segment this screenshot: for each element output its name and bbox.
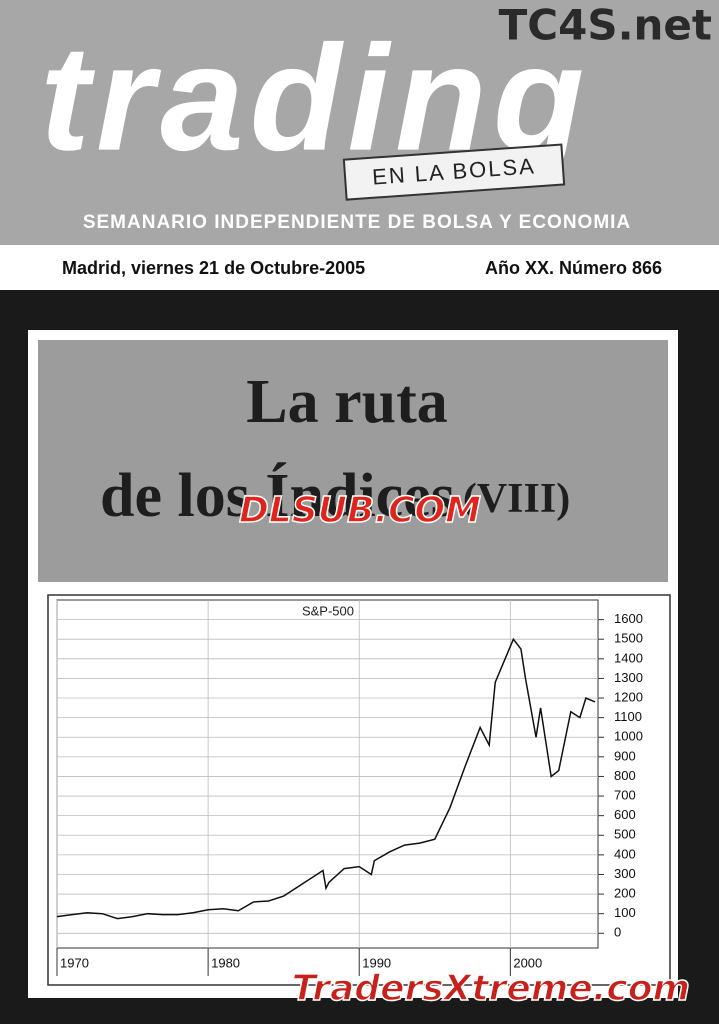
subtitle-box: EN LA BOLSA [342, 143, 566, 201]
y-tick-label: 100 [614, 905, 636, 920]
issue-date: Madrid, viernes 21 de Octubre-2005 [62, 258, 365, 278]
y-tick-label: 1300 [614, 670, 643, 685]
x-tick-label: 1980 [211, 955, 240, 970]
y-tick-label: 300 [614, 866, 636, 881]
issue-number: Año XX. Número 866 [485, 258, 662, 278]
y-tick-label: 900 [614, 748, 636, 763]
cover-part: (VIII) [463, 476, 570, 522]
y-tick-label: 1200 [614, 689, 643, 704]
chart-title: S&P-500 [302, 603, 354, 618]
title-box [38, 340, 668, 582]
y-tick-label: 500 [614, 827, 636, 842]
cover-title-2-text: de los Índices [100, 462, 455, 530]
x-tick-label: 2000 [513, 955, 542, 970]
y-tick-label: 0 [614, 925, 621, 940]
y-tick-label: 1400 [614, 650, 643, 665]
y-tick-label: 200 [614, 886, 636, 901]
y-tick-label: 400 [614, 846, 636, 861]
y-tick-label: 1600 [614, 611, 643, 626]
footer-watermark: TradersXtreme.com [292, 968, 690, 1009]
x-tick-label: 1990 [362, 955, 391, 970]
issue-band [0, 245, 719, 290]
y-tick-label: 700 [614, 787, 636, 802]
price-line [56, 637, 596, 920]
x-tick-label: 1970 [60, 955, 89, 970]
y-tick-label: 800 [614, 768, 636, 783]
cover-watermark: DLSUB.COM [239, 490, 481, 531]
cover-title-1: La ruta [246, 368, 448, 436]
header-band [0, 0, 719, 245]
y-tick-label: 1000 [614, 729, 643, 744]
y-tick-label: 1500 [614, 631, 643, 646]
cover-title-2: de los Índices (VIII) [100, 462, 570, 530]
tagline: SEMANARIO INDEPENDIENTE DE BOLSA Y ECONO… [83, 212, 631, 233]
header-watermark: TC4S.net [499, 1, 712, 50]
y-tick-label: 600 [614, 807, 636, 822]
y-tick-label: 1100 [614, 709, 642, 724]
